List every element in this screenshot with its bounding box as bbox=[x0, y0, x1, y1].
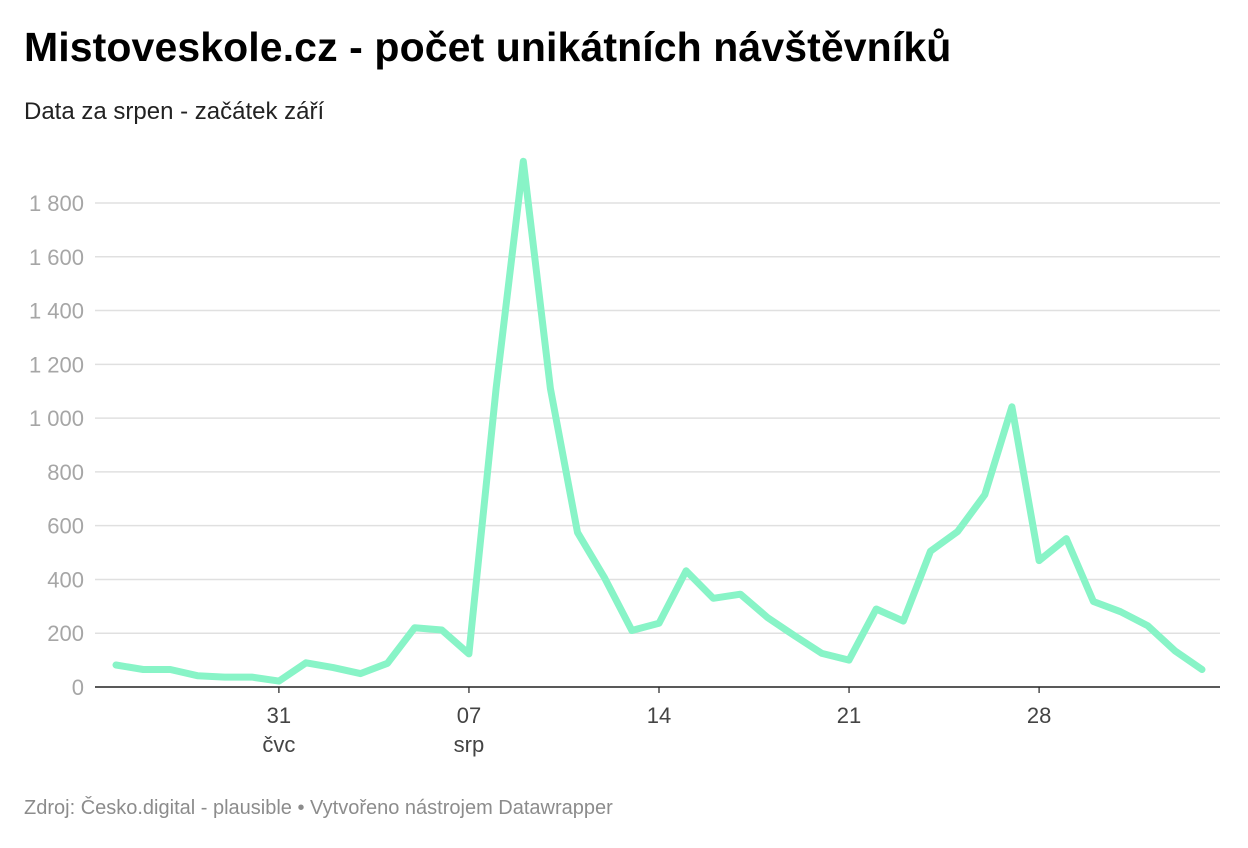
data-point bbox=[167, 666, 174, 673]
data-point bbox=[465, 650, 472, 657]
data-point bbox=[737, 591, 744, 598]
line-chart: 0 200 400 600 800 1 000 1 200 1 400 1 600 1 800 31… bbox=[29, 157, 1220, 757]
data-point bbox=[140, 666, 147, 673]
x-tick-label: 28 bbox=[1027, 703, 1051, 728]
y-tick-label: 1 800 bbox=[29, 191, 84, 216]
y-tick-label: 1 400 bbox=[29, 299, 84, 324]
x-tick-label: 14 bbox=[647, 703, 671, 728]
y-tick-label: 800 bbox=[47, 460, 84, 485]
data-point bbox=[493, 385, 500, 392]
data-point bbox=[1090, 598, 1097, 605]
data-point bbox=[954, 528, 961, 535]
data-point bbox=[520, 158, 527, 165]
y-tick-label: 1 600 bbox=[29, 245, 84, 270]
data-point bbox=[113, 661, 120, 668]
y-tick-label: 0 bbox=[72, 675, 84, 700]
x-tick-sublabel: čvc bbox=[262, 732, 295, 757]
data-point bbox=[221, 674, 228, 681]
data-point bbox=[900, 618, 907, 625]
data-point bbox=[1036, 557, 1043, 564]
data-point bbox=[1199, 666, 1206, 673]
data-point bbox=[601, 575, 608, 582]
y-tick-label: 200 bbox=[47, 621, 84, 646]
chart-title: Mistoveskole.cz - počet unikátních návšt… bbox=[24, 24, 952, 70]
data-point bbox=[1117, 608, 1124, 615]
data-point bbox=[357, 670, 364, 677]
data-point bbox=[846, 657, 853, 664]
data-point bbox=[1008, 403, 1015, 410]
x-tick-label: 31 bbox=[267, 703, 291, 728]
data-point bbox=[764, 614, 771, 621]
y-tick-label: 600 bbox=[47, 514, 84, 539]
data-point bbox=[384, 660, 391, 667]
data-point bbox=[248, 674, 255, 681]
y-tick-label: 1 200 bbox=[29, 352, 84, 377]
data-point bbox=[818, 650, 825, 657]
data-point bbox=[330, 664, 337, 671]
data-point bbox=[303, 659, 310, 666]
data-point bbox=[628, 627, 635, 634]
data-point bbox=[574, 529, 581, 536]
data-point bbox=[927, 548, 934, 555]
source-prefix: Zdroj: bbox=[24, 797, 81, 819]
data-point bbox=[411, 624, 418, 631]
credit-label: Vytvořeno nástrojem Datawrapper bbox=[310, 797, 613, 819]
data-point bbox=[1171, 647, 1178, 654]
data-point bbox=[873, 606, 880, 613]
chart-subtitle: Data za srpen - začátek září bbox=[24, 98, 325, 125]
data-point bbox=[275, 678, 282, 685]
chart-footer: Zdroj: Česko.digital - plausible • Vytvo… bbox=[24, 797, 613, 820]
data-point bbox=[438, 626, 445, 633]
data-point bbox=[981, 491, 988, 498]
series-line bbox=[112, 157, 1206, 685]
data-point bbox=[683, 567, 690, 574]
data-point bbox=[547, 385, 554, 392]
x-tick-label: 21 bbox=[837, 703, 861, 728]
footer-separator: • bbox=[291, 797, 311, 819]
source-label: Česko.digital - plausible bbox=[80, 797, 292, 819]
y-tick-label: 1 000 bbox=[29, 406, 84, 431]
data-point bbox=[1144, 622, 1151, 629]
y-tick-label: 400 bbox=[47, 567, 84, 592]
data-point bbox=[656, 620, 663, 627]
x-tick-label: 07 bbox=[457, 703, 481, 728]
data-point bbox=[194, 672, 201, 679]
data-point bbox=[791, 632, 798, 639]
data-point bbox=[1063, 535, 1070, 542]
x-tick-sublabel: srp bbox=[454, 732, 485, 757]
data-point bbox=[710, 595, 717, 602]
